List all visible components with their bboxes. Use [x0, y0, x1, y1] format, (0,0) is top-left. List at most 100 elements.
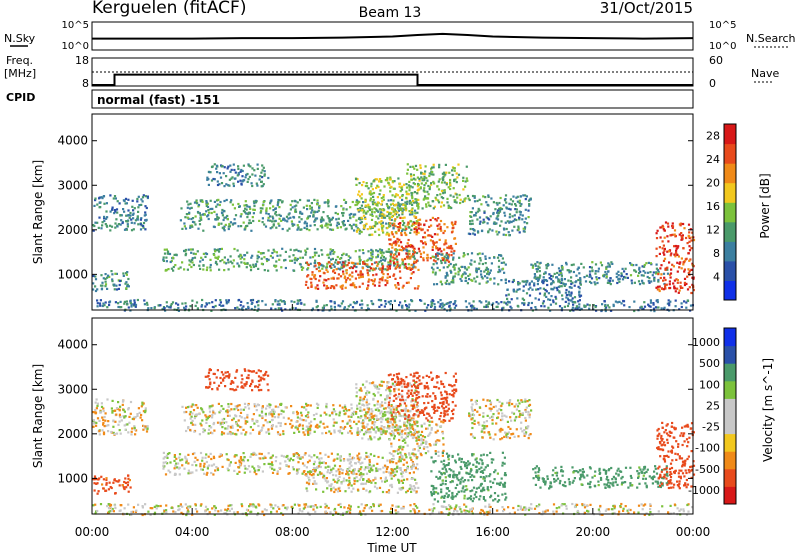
echo-cell	[346, 469, 349, 472]
echo-cell	[136, 200, 139, 203]
echo-cell	[406, 223, 409, 226]
echo-cell	[355, 230, 359, 233]
echo-cell	[255, 453, 258, 456]
echo-cell	[313, 274, 317, 277]
echo-cell	[406, 478, 409, 481]
echo-cell	[438, 178, 441, 181]
echo-cell	[189, 410, 192, 414]
echo-cell	[391, 233, 394, 236]
echo-cell	[348, 458, 352, 461]
echo-cell	[396, 261, 399, 264]
echo-cell	[185, 429, 188, 433]
echo-cell	[452, 281, 455, 284]
echo-cell	[433, 233, 437, 236]
echo-cell	[259, 379, 262, 382]
echo-cell	[305, 404, 308, 407]
echo-cell	[378, 180, 381, 183]
echo-cell	[316, 456, 319, 459]
echo-cell	[293, 205, 296, 208]
echo-cell	[557, 285, 560, 289]
echo-cell	[416, 176, 419, 179]
echo-cell	[245, 376, 249, 379]
echo-cell	[415, 222, 418, 225]
echo-cell	[407, 184, 410, 187]
echo-cell	[199, 451, 203, 455]
echo-cell	[609, 283, 612, 286]
echo-cell	[350, 415, 353, 418]
echo-cell	[174, 473, 177, 476]
echo-cell	[96, 482, 99, 485]
echo-cell	[219, 409, 222, 412]
echo-cell	[348, 453, 351, 456]
echo-cell	[542, 276, 545, 279]
echo-cell	[341, 285, 344, 288]
echo-cell	[340, 302, 343, 305]
echo-cell	[349, 430, 352, 433]
echo-cell	[271, 424, 274, 427]
echo-cell	[261, 377, 264, 380]
echo-cell	[416, 203, 419, 206]
echo-cell	[323, 426, 326, 429]
echo-cell	[194, 304, 197, 307]
echo-cell	[393, 213, 396, 216]
echo-cell	[629, 262, 632, 265]
echo-cell	[527, 288, 530, 291]
echo-cell	[186, 216, 189, 219]
echo-cell	[257, 386, 260, 389]
echo-cell	[510, 220, 513, 224]
echo-cell	[449, 194, 452, 197]
echo-cell	[389, 263, 392, 267]
power-frame	[91, 113, 694, 311]
echo-cell	[467, 274, 470, 278]
echo-cell	[97, 226, 100, 229]
echo-cell	[191, 220, 195, 223]
echo-cell	[429, 218, 432, 222]
echo-cell	[515, 211, 518, 214]
echo-cell	[371, 225, 374, 228]
echo-cell	[254, 305, 257, 308]
echo-cell	[329, 286, 332, 289]
echo-cell	[313, 430, 316, 433]
echo-cell	[242, 179, 245, 182]
echo-cell	[273, 250, 276, 253]
echo-cell	[119, 416, 122, 419]
echo-cell	[350, 413, 353, 417]
echo-cell	[278, 217, 281, 220]
echo-cell	[449, 301, 452, 304]
echo-cell	[261, 407, 264, 410]
echo-cell	[390, 468, 393, 471]
echo-cell	[120, 214, 123, 217]
echo-cell	[379, 251, 382, 254]
echo-cell	[569, 270, 572, 273]
echo-cell	[372, 464, 375, 467]
echo-cell	[303, 464, 306, 467]
echo-cell	[251, 184, 254, 188]
echo-cell	[123, 424, 126, 427]
echo-cell	[648, 304, 651, 308]
echo-cell	[668, 280, 671, 283]
echo-cell	[337, 479, 340, 482]
echo-cell	[362, 224, 365, 227]
echo-cell	[409, 427, 412, 430]
echo-cell	[92, 288, 95, 291]
echo-cell	[488, 271, 491, 274]
echo-cell	[127, 209, 130, 212]
echo-cell	[661, 224, 664, 227]
echo-cell	[190, 206, 193, 209]
echo-cell	[353, 284, 356, 287]
echo-cell	[235, 454, 238, 457]
echo-cell	[311, 209, 314, 212]
echo-cell	[462, 252, 465, 255]
echo-cell	[391, 222, 394, 225]
echo-cell	[690, 268, 693, 271]
echo-cell	[423, 175, 426, 178]
echo-cell	[246, 416, 249, 419]
echo-cell	[386, 204, 389, 207]
echo-cell	[400, 188, 404, 191]
echo-cell	[516, 304, 519, 307]
echo-cell	[367, 250, 370, 253]
echo-cell	[381, 270, 384, 273]
echo-cell	[274, 299, 277, 302]
echo-cell	[410, 417, 413, 420]
